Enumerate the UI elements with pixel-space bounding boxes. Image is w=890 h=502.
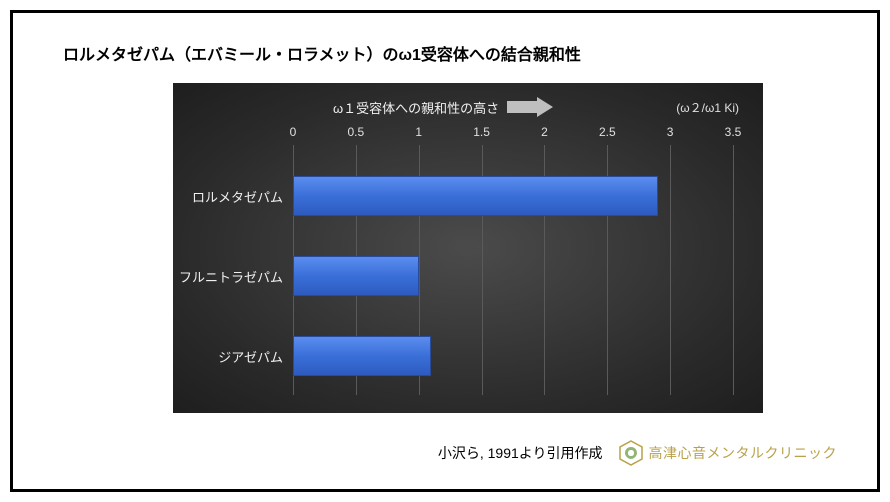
annotation-row: ω１受容体への親和性の高さ (ω２/ω1 Ki) [173, 97, 763, 117]
category-label: ロルメタゼパム [192, 187, 293, 206]
x-tick-label: 0.5 [348, 125, 365, 139]
chart-title: ロルメタゼパム（エバミール・ロラメット）のω1受容体への結合親和性 [63, 41, 837, 65]
bar [293, 256, 419, 296]
slide-frame: ロルメタゼパム（エバミール・ロラメット）のω1受容体への結合親和性 ω１受容体へ… [10, 10, 880, 492]
x-tick-label: 1 [415, 125, 422, 139]
ratio-label: (ω２/ω1 Ki) [676, 99, 739, 116]
x-tick-label: 2.5 [599, 125, 616, 139]
chart-panel: ω１受容体への親和性の高さ (ω２/ω1 Ki) 00.511.522.533.… [173, 83, 763, 413]
plot-area: 00.511.522.533.5ロルメタゼパムフルニトラゼパムジアゼパム [293, 145, 733, 395]
x-tick-label: 3.5 [725, 125, 742, 139]
category-label: ジアゼパム [218, 347, 293, 366]
citation-text: 小沢ら, 1991より引用作成 [438, 443, 603, 463]
x-tick-label: 2 [541, 125, 548, 139]
bar [293, 176, 658, 216]
bar-row: ジアゼパム [293, 336, 733, 376]
bar-row: ロルメタゼパム [293, 176, 733, 216]
bar-row: フルニトラゼパム [293, 256, 733, 296]
bar [293, 336, 431, 376]
x-tick-label: 3 [667, 125, 674, 139]
clinic-name: 高津心音メンタルクリニック [649, 443, 838, 463]
logo-icon [617, 439, 645, 467]
gridline [733, 145, 734, 395]
category-label: フルニトラゼパム [179, 267, 293, 286]
x-tick-label: 1.5 [473, 125, 490, 139]
annotation-text: ω１受容体への親和性の高さ [333, 98, 499, 117]
x-tick-label: 0 [290, 125, 297, 139]
clinic-logo: 高津心音メンタルクリニック [617, 439, 838, 467]
footer: 小沢ら, 1991より引用作成 高津心音メンタルクリニック [13, 439, 837, 467]
arrow-right-icon [507, 97, 553, 117]
